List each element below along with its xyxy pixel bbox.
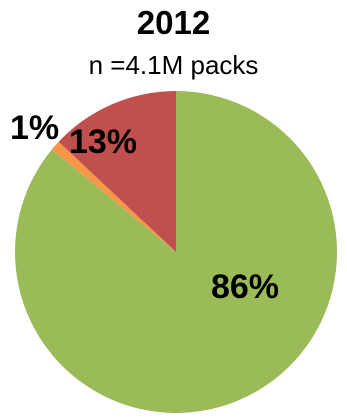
chart-subtitle: n =4.1M packs: [88, 50, 259, 80]
pie-slice-0: [14, 91, 337, 413]
pie-data-label-0: 86%: [211, 268, 279, 306]
pie-data-label-2: 13%: [69, 123, 137, 161]
chart-title: 2012: [136, 4, 211, 41]
pie-data-label-1: 1%: [10, 109, 59, 147]
pie-slice-2: [58, 91, 176, 252]
pie-slice-1: [51, 141, 177, 252]
